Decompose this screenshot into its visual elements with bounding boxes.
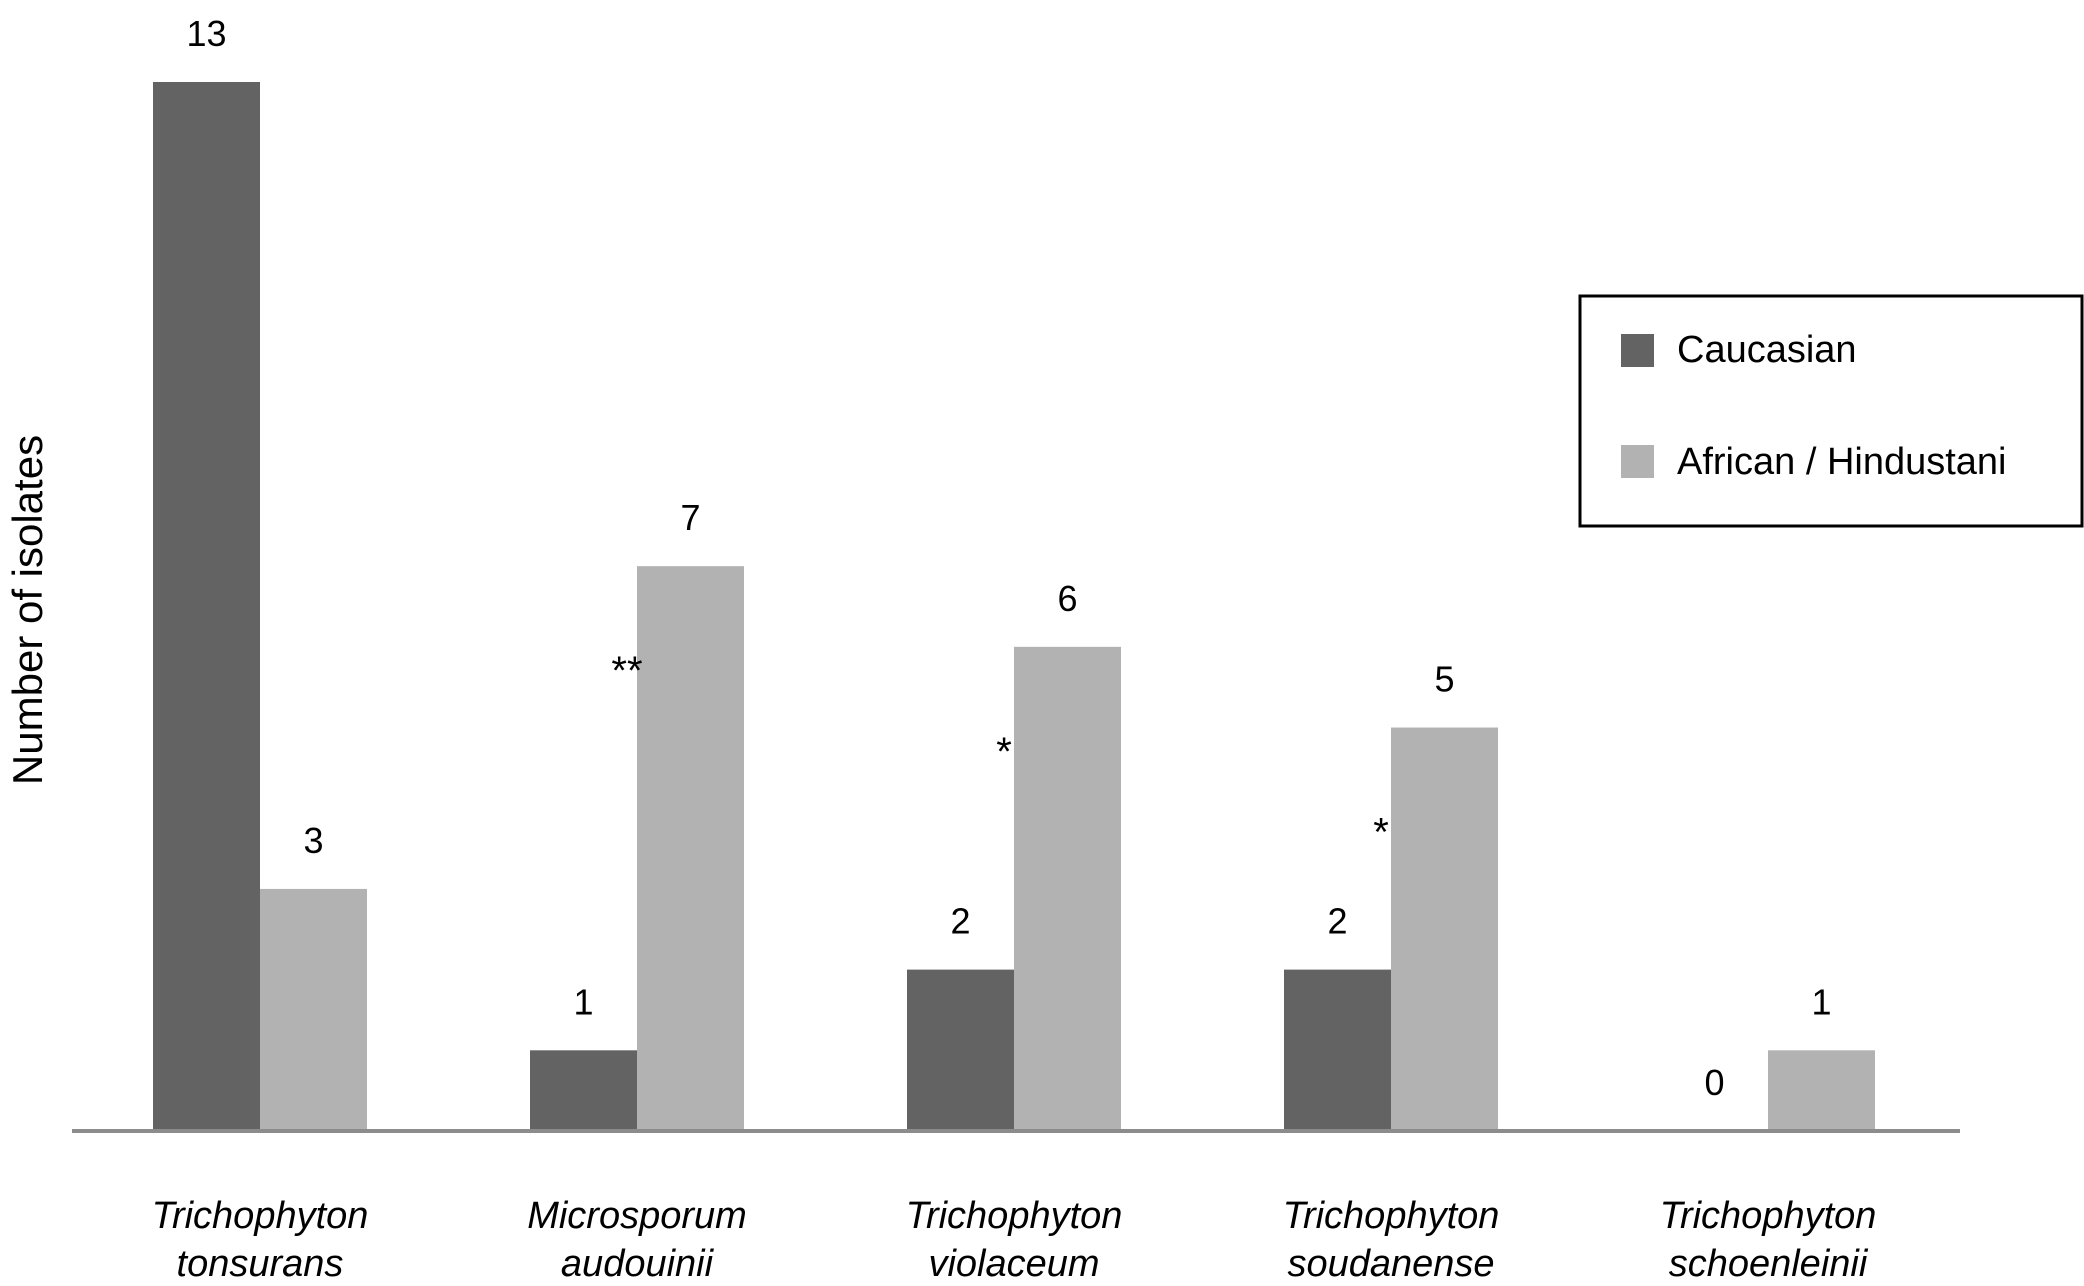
value-label-caucasian-trichophyton-schoenleinii: 0 [1704, 1062, 1724, 1103]
value-label-african-hindustani-microsporum-audouinii: 7 [680, 497, 700, 538]
bar-african-hindustani-trichophyton-schoenleinii [1768, 1050, 1875, 1131]
legend: Caucasian African / Hindustani [1578, 294, 2084, 528]
category-label-trichophyton-tonsurans: Trichophyton tonsurans [152, 1195, 369, 1285]
bars-layer [153, 82, 1875, 1131]
value-label-caucasian-trichophyton-violaceum: 2 [950, 901, 970, 942]
category-label-trichophyton-schoenleinii: Trichophyton schoenleinii [1660, 1195, 1877, 1285]
value-label-caucasian-trichophyton-soudanense: 2 [1327, 901, 1347, 942]
bar-african-hindustani-trichophyton-tonsurans [260, 888, 367, 1131]
significance-marker-trichophyton-soudanense: * [1373, 811, 1389, 855]
y-axis-label: Number of isolates [4, 435, 51, 785]
legend-label-african-hindustani: African / Hindustani [1677, 441, 2007, 483]
bar-caucasian-trichophyton-soudanense [1284, 969, 1391, 1131]
legend-label-caucasian: Caucasian [1677, 329, 1857, 371]
bar-african-hindustani-trichophyton-soudanense [1391, 727, 1498, 1131]
category-label-trichophyton-violaceum: Trichophyton violaceum [906, 1195, 1123, 1285]
legend-swatch-caucasian [1621, 334, 1654, 367]
value-label-caucasian-microsporum-audouinii: 1 [573, 981, 593, 1022]
value-label-african-hindustani-trichophyton-schoenleinii: 1 [1811, 981, 1831, 1022]
bar-caucasian-trichophyton-tonsurans [153, 82, 260, 1131]
bar-african-hindustani-trichophyton-violaceum [1014, 646, 1121, 1131]
value-label-african-hindustani-trichophyton-violaceum: 6 [1057, 578, 1077, 619]
value-label-african-hindustani-trichophyton-soudanense: 5 [1434, 659, 1454, 700]
significance-marker-trichophyton-violaceum: * [996, 730, 1012, 774]
value-label-caucasian-trichophyton-tonsurans: 13 [186, 13, 226, 54]
bar-caucasian-microsporum-audouinii [530, 1050, 637, 1131]
value-label-african-hindustani-trichophyton-tonsurans: 3 [303, 820, 323, 861]
category-label-trichophyton-soudanense: Trichophyton soudanense [1283, 1195, 1500, 1285]
legend-box [1578, 294, 2084, 528]
category-label-microsporum-audouinii: Microsporum audouinii [527, 1195, 747, 1285]
significance-marker-microsporum-audouinii: ** [611, 649, 642, 693]
legend-swatch-african-hindustani [1621, 445, 1654, 478]
bar-caucasian-trichophyton-violaceum [907, 969, 1014, 1131]
bar-african-hindustani-microsporum-audouinii [637, 566, 744, 1131]
